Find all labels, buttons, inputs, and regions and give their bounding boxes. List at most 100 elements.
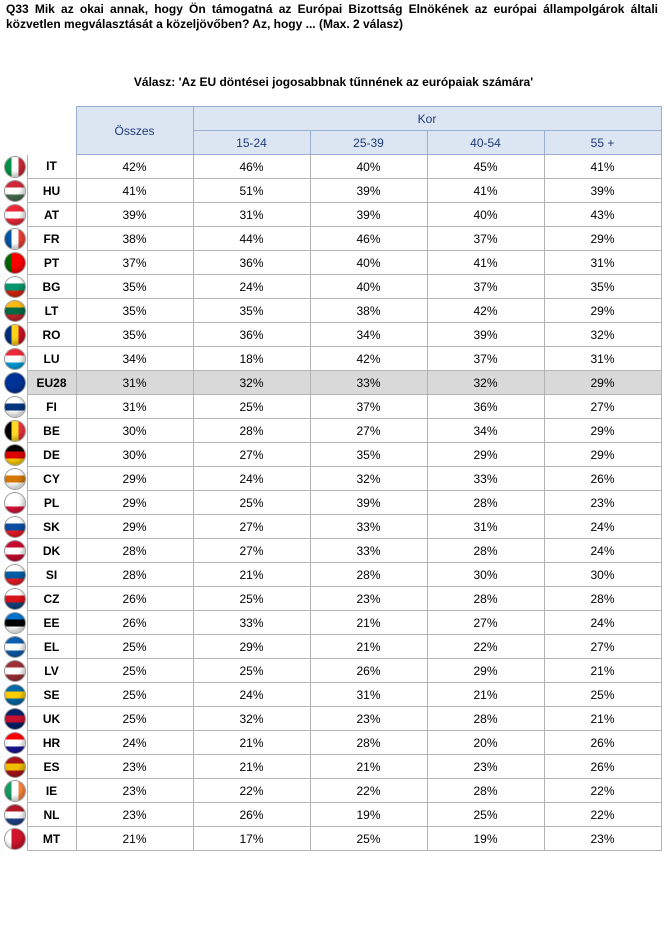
value-age-3: 32% (427, 370, 545, 395)
slovakia-flag-icon (4, 516, 25, 537)
country-code: LU (26, 346, 77, 371)
country-code: ES (26, 754, 77, 779)
value-total: 29% (76, 490, 194, 515)
value-age-3: 29% (427, 442, 545, 467)
value-age-1: 25% (193, 586, 311, 611)
value-age-4: 24% (544, 514, 662, 539)
value-age-3: 20% (427, 730, 545, 755)
value-age-1: 17% (193, 826, 311, 851)
flag-cell (0, 683, 27, 707)
flag-cell (0, 347, 27, 371)
country-code: HR (26, 730, 77, 755)
value-age-1: 27% (193, 514, 311, 539)
value-age-2: 39% (310, 202, 428, 227)
flag-cell (0, 587, 27, 611)
table-row: SK 29% 27% 33% 31% 24% (0, 514, 662, 539)
value-total: 35% (76, 298, 194, 323)
country-code: SI (26, 562, 77, 587)
value-age-4: 31% (544, 346, 662, 371)
country-code: LV (26, 658, 77, 683)
france-flag-icon (4, 228, 25, 249)
value-total: 34% (76, 346, 194, 371)
flag-cell (0, 755, 27, 779)
table-row: IT 42% 46% 40% 45% 41% (0, 154, 662, 179)
value-age-2: 23% (310, 586, 428, 611)
value-total: 24% (76, 730, 194, 755)
value-age-4: 22% (544, 802, 662, 827)
table-row: FI 31% 25% 37% 36% 27% (0, 394, 662, 419)
value-age-3: 28% (427, 706, 545, 731)
header-age-15-24: 15-24 (192, 130, 311, 155)
value-age-3: 34% (427, 418, 545, 443)
value-age-4: 26% (544, 466, 662, 491)
value-total: 25% (76, 682, 194, 707)
value-age-3: 29% (427, 658, 545, 683)
value-total: 42% (76, 154, 194, 179)
value-age-2: 21% (310, 610, 428, 635)
value-age-1: 51% (193, 178, 311, 203)
table-row: PL 29% 25% 39% 28% 23% (0, 490, 662, 515)
table-row: AT 39% 31% 39% 40% 43% (0, 202, 662, 227)
value-total: 31% (76, 370, 194, 395)
table-row: ES 23% 21% 21% 23% 26% (0, 754, 662, 779)
table-row: HU 41% 51% 39% 41% 39% (0, 178, 662, 203)
value-total: 28% (76, 562, 194, 587)
country-code: PT (26, 250, 77, 275)
value-age-3: 40% (427, 202, 545, 227)
value-age-1: 28% (193, 418, 311, 443)
country-code: SE (26, 682, 77, 707)
value-total: 28% (76, 538, 194, 563)
greece-flag-icon (4, 636, 25, 657)
table-row: PT 37% 36% 40% 41% 31% (0, 250, 662, 275)
flag-cell (0, 395, 27, 419)
value-age-4: 29% (544, 442, 662, 467)
value-age-4: 23% (544, 490, 662, 515)
table-row: SI 28% 21% 28% 30% 30% (0, 562, 662, 587)
value-total: 35% (76, 274, 194, 299)
value-age-3: 25% (427, 802, 545, 827)
value-age-1: 24% (193, 682, 311, 707)
table-row: DE 30% 27% 35% 29% 29% (0, 442, 662, 467)
value-age-2: 21% (310, 754, 428, 779)
flag-cell (0, 515, 27, 539)
flag-cell (0, 731, 27, 755)
value-age-1: 29% (193, 634, 311, 659)
spain-flag-icon (4, 756, 25, 777)
value-age-2: 33% (310, 514, 428, 539)
country-code: MT (26, 826, 77, 851)
value-age-2: 34% (310, 322, 428, 347)
luxembourg-flag-icon (4, 348, 25, 369)
value-age-3: 42% (427, 298, 545, 323)
header-age-55-plus: 55 + (543, 130, 662, 155)
value-age-3: 39% (427, 322, 545, 347)
value-age-2: 40% (310, 250, 428, 275)
austria-flag-icon (4, 204, 25, 225)
value-age-3: 21% (427, 682, 545, 707)
table-row: LT 35% 35% 38% 42% 29% (0, 298, 662, 323)
flag-cell (0, 659, 27, 683)
table-row: DK 28% 27% 33% 28% 24% (0, 538, 662, 563)
value-age-4: 32% (544, 322, 662, 347)
value-total: 26% (76, 586, 194, 611)
value-age-1: 32% (193, 706, 311, 731)
value-age-4: 21% (544, 706, 662, 731)
country-code: FR (26, 226, 77, 251)
flag-cell (0, 779, 27, 803)
flag-cell (0, 491, 27, 515)
value-age-3: 27% (427, 610, 545, 635)
table-row: LV 25% 25% 26% 29% 21% (0, 658, 662, 683)
country-code: UK (26, 706, 77, 731)
value-age-3: 41% (427, 178, 545, 203)
value-age-4: 24% (544, 538, 662, 563)
value-age-4: 29% (544, 298, 662, 323)
flag-cell (0, 371, 27, 395)
flag-cell (0, 803, 27, 827)
value-age-4: 21% (544, 658, 662, 683)
slovenia-flag-icon (4, 564, 25, 585)
eu-flag-icon (4, 372, 25, 393)
table-row: IE 23% 22% 22% 28% 22% (0, 778, 662, 803)
value-age-2: 42% (310, 346, 428, 371)
germany-flag-icon (4, 444, 25, 465)
value-total: 23% (76, 802, 194, 827)
value-age-1: 36% (193, 322, 311, 347)
